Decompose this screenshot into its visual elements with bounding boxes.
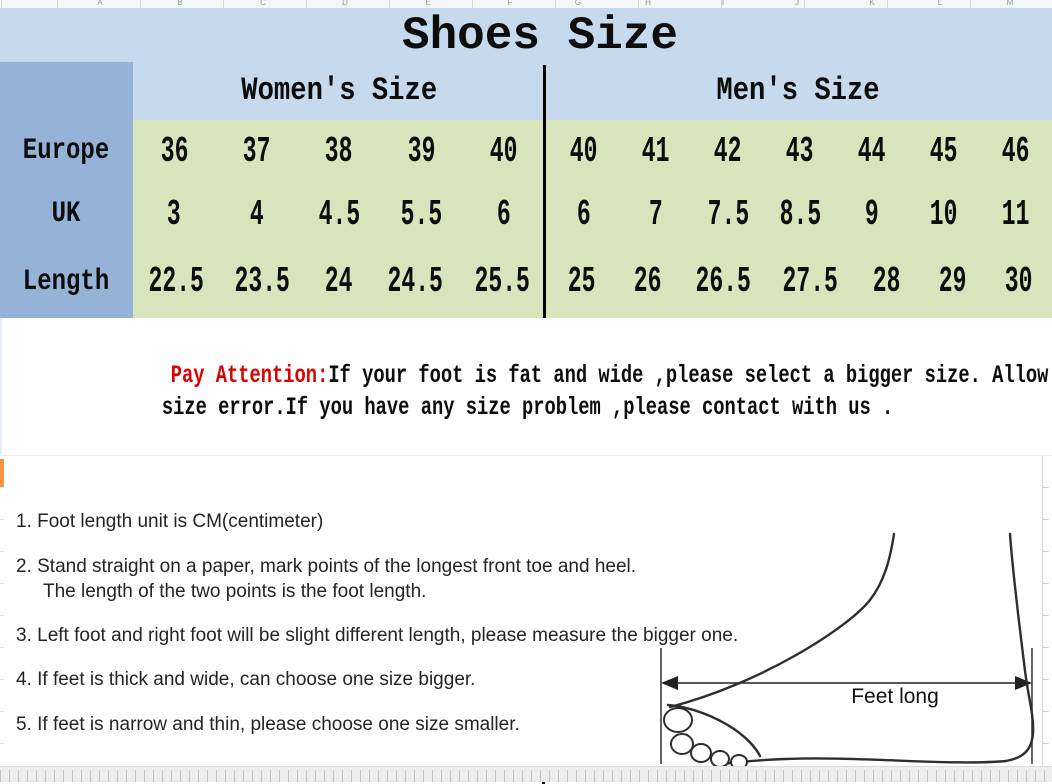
bottom-center-tick xyxy=(542,782,545,784)
size-cell: 46 xyxy=(1002,131,1030,172)
foot-toes xyxy=(663,707,748,768)
size-cell: 6 xyxy=(577,194,591,235)
instruction-item-4: 4. If feet is thick and wide, can choose… xyxy=(16,669,476,690)
size-cell: 24 xyxy=(325,261,353,302)
size-cell: 25 xyxy=(567,261,595,302)
size-cell: 7 xyxy=(649,194,663,235)
row-label-europe: Europe xyxy=(23,134,110,168)
right-gridline-ticks xyxy=(1043,456,1049,766)
size-cell: 28 xyxy=(872,261,901,302)
men-section-header: Men's Size xyxy=(716,72,881,109)
size-cell: 23.5 xyxy=(234,261,291,302)
column-letter: M xyxy=(1006,0,1014,7)
size-cell: 7.5 xyxy=(707,194,749,235)
column-letter: F xyxy=(507,0,513,7)
size-cell: 30 xyxy=(1005,261,1033,302)
column-letter: J xyxy=(795,0,799,7)
men-uk-row: 6 7 7.5 8.5 9 10 11 xyxy=(548,183,1052,246)
size-cell: 41 xyxy=(642,131,670,172)
left-gridline-ticks xyxy=(0,456,4,761)
measure-boundary-lines xyxy=(660,648,1033,764)
women-uk-row: 3 4 4.5 5.5 6 xyxy=(133,183,545,246)
size-cell: 39 xyxy=(407,131,436,172)
size-cell: 38 xyxy=(325,131,353,172)
attention-text-1: If your foot is fat and wide ,please sel… xyxy=(328,361,1052,390)
size-cell: 8.5 xyxy=(779,194,821,235)
row-label-uk: UK xyxy=(52,197,81,231)
size-cell: 10 xyxy=(930,194,958,235)
size-cell: 6 xyxy=(496,194,511,235)
attention-line-1: Pay Attention:If your foot is fat and wi… xyxy=(2,361,1052,393)
size-cell: 5.5 xyxy=(400,194,443,235)
page-title: Shoes Size xyxy=(401,10,679,62)
instruction-item-5: 5. If feet is narrow and thin, please ch… xyxy=(16,714,520,735)
column-letter: K xyxy=(869,0,875,7)
column-letter: I xyxy=(721,0,725,7)
size-cell: 42 xyxy=(714,131,742,172)
row-marker xyxy=(0,459,4,487)
size-cell: 24.5 xyxy=(387,261,444,302)
size-cell: 43 xyxy=(786,131,814,172)
women-europe-row: 36 37 38 39 40 xyxy=(133,120,545,183)
attention-label: Pay Attention: xyxy=(170,361,329,390)
instruction-item-3: 3. Left foot and right foot will be slig… xyxy=(16,625,739,646)
column-letter: D xyxy=(342,0,348,7)
attention-note: Pay Attention:If your foot is fat and wi… xyxy=(0,318,1052,455)
size-cell: 45 xyxy=(930,131,958,172)
size-cell: 27.5 xyxy=(782,261,838,302)
table-data-background xyxy=(133,120,1052,318)
size-cell: 3 xyxy=(167,194,182,235)
size-cell: 4.5 xyxy=(318,194,360,235)
size-cell: 11 xyxy=(1002,194,1030,235)
size-cell: 29 xyxy=(938,261,967,302)
size-cell: 4 xyxy=(249,194,264,235)
foot-outline xyxy=(666,532,1035,766)
measure-arrow-icon xyxy=(661,676,1032,690)
column-letter: L xyxy=(937,0,943,7)
women-section-header: Women's Size xyxy=(241,72,437,109)
instruction-item-2: 2. Stand straight on a paper, mark point… xyxy=(16,556,637,602)
column-letter: H xyxy=(645,0,651,7)
column-letter: C xyxy=(260,0,266,7)
attention-text-2: size error.If you have any size problem … xyxy=(162,393,894,422)
bottom-ruler xyxy=(0,766,1052,782)
size-cell: 25.5 xyxy=(474,261,530,302)
size-cell: 40 xyxy=(570,131,598,172)
attention-line-2: size error.If you have any size problem … xyxy=(2,393,1052,425)
row-label-column: Europe UK Length xyxy=(0,62,133,318)
instruction-item-1: 1. Foot length unit is CM(centimeter) xyxy=(16,511,324,532)
size-table: Shoes Size Europe UK Length Women's Size… xyxy=(0,8,1052,318)
foot-measurement-illustration xyxy=(660,532,1035,768)
column-letter: G xyxy=(574,0,582,7)
size-cell: 36 xyxy=(160,131,189,172)
size-cell: 40 xyxy=(489,131,518,172)
women-length-row: 22.5 23.5 24 24.5 25.5 xyxy=(133,246,545,318)
column-letter: B xyxy=(177,0,183,7)
men-length-row: 25 26 26.5 27.5 28 29 30 xyxy=(548,246,1052,318)
size-cell: 26.5 xyxy=(696,261,752,302)
right-gridline xyxy=(1042,456,1043,766)
size-cell: 22.5 xyxy=(148,261,204,302)
size-cell: 26 xyxy=(633,261,662,302)
men-europe-row: 40 41 42 43 44 45 46 xyxy=(548,120,1052,183)
column-letter: E xyxy=(425,0,431,7)
size-cell: 44 xyxy=(858,131,886,172)
feet-long-label: Feet long xyxy=(851,685,939,708)
size-cell: 37 xyxy=(242,131,271,172)
section-divider-line xyxy=(543,65,546,318)
size-cell: 9 xyxy=(865,194,879,235)
row-label-length: Length xyxy=(23,265,110,299)
column-letter: A xyxy=(97,0,103,7)
measuring-guide: 1. Foot length unit is CM(centimeter) 2.… xyxy=(0,455,1052,784)
